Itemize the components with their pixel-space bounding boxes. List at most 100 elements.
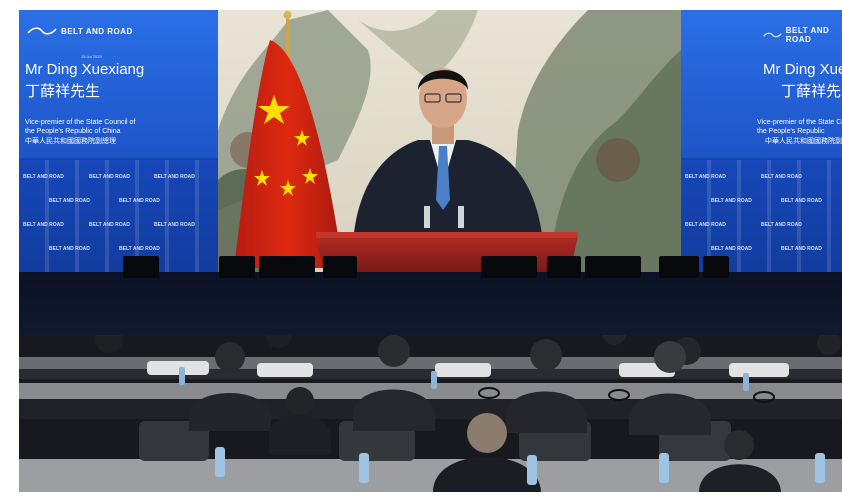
headset-icon bbox=[753, 391, 775, 403]
chair-back bbox=[729, 363, 789, 377]
attendee-body bbox=[699, 464, 781, 492]
attendee-head bbox=[724, 430, 754, 460]
right-logo-wall: BELT AND ROAD BELT AND ROAD BELT AND ROA… bbox=[681, 160, 842, 272]
wall-logo: BELT AND ROAD bbox=[89, 174, 130, 180]
attendee-body bbox=[505, 391, 587, 433]
distant-peak bbox=[358, 10, 478, 80]
wall-logo: BELT AND ROAD bbox=[23, 222, 64, 228]
right-speaker-title: Vice-premier of the State Council of the… bbox=[757, 118, 842, 136]
wall-logo: BELT AND ROAD bbox=[761, 222, 802, 228]
attendee-head bbox=[378, 335, 410, 367]
attendee-body bbox=[629, 393, 711, 435]
flag-big-star-icon bbox=[258, 95, 290, 124]
water-bottle bbox=[659, 453, 669, 483]
chair-back bbox=[257, 363, 313, 377]
confidence-monitor bbox=[585, 256, 641, 278]
audience-scene bbox=[19, 335, 842, 492]
left-panel-header bbox=[19, 10, 218, 158]
right-title-cn: 中華人民共和國國務院副總理 bbox=[765, 137, 842, 145]
wall-logo: BELT AND ROAD bbox=[49, 198, 90, 204]
attendee-body bbox=[433, 456, 541, 492]
flag-star-icon bbox=[254, 170, 270, 186]
audience-hall bbox=[19, 335, 842, 492]
flag-star-icon bbox=[280, 180, 296, 196]
wall-logo: BELT AND ROAD bbox=[781, 246, 822, 252]
attendee-body bbox=[189, 393, 271, 431]
photo-border-bottom bbox=[0, 492, 842, 499]
attendee-head bbox=[215, 342, 245, 372]
attendee-head bbox=[286, 387, 314, 415]
left-title-cn: 中華人民共和國國務院副總理 bbox=[25, 137, 116, 145]
confidence-monitor bbox=[219, 256, 255, 278]
glasses-icon bbox=[445, 93, 462, 103]
speaker-hair bbox=[418, 70, 468, 90]
confidence-monitor bbox=[481, 256, 537, 278]
left-title-line1: Vice-premier of the State Council of bbox=[25, 119, 136, 126]
water-bottle bbox=[431, 371, 437, 389]
belt-road-wave-icon bbox=[763, 32, 782, 38]
right-info-panel: BELT AND ROAD Mr Ding Xue 丁薛祥先 Vice-prem… bbox=[681, 10, 842, 272]
flag-star-icon bbox=[302, 168, 318, 184]
attendee-body bbox=[353, 389, 435, 431]
confidence-monitor bbox=[703, 256, 729, 278]
right-summit-logo: BELT AND ROAD bbox=[763, 26, 842, 44]
confidence-monitor bbox=[323, 256, 357, 278]
flag-finial bbox=[283, 11, 292, 19]
wall-logo: BELT AND ROAD bbox=[119, 198, 160, 204]
confidence-monitor bbox=[123, 256, 159, 278]
attendee-head bbox=[467, 413, 507, 453]
desk-front-back bbox=[19, 369, 842, 379]
headset-icon bbox=[478, 387, 500, 399]
photo-border-left bbox=[0, 0, 19, 499]
wall-logo: BELT AND ROAD bbox=[154, 174, 195, 180]
right-title-line2: the People's Republic bbox=[757, 128, 825, 135]
water-bottle bbox=[215, 447, 225, 477]
glasses-icon bbox=[424, 93, 441, 103]
wall-logo: BELT AND ROAD bbox=[711, 246, 752, 252]
wall-logo: BELT AND ROAD bbox=[685, 174, 726, 180]
attendee-head bbox=[530, 339, 562, 371]
water-bottle bbox=[743, 373, 749, 391]
left-title-line2: the People's Republic of China bbox=[25, 128, 121, 135]
confidence-monitor bbox=[259, 256, 315, 278]
autumn-tree bbox=[596, 138, 640, 182]
attendee-head bbox=[817, 335, 841, 355]
right-speaker-name: Mr Ding Xue bbox=[763, 61, 842, 78]
wall-logo: BELT AND ROAD bbox=[154, 222, 195, 228]
china-flag bbox=[234, 40, 343, 268]
wall-logo: BELT AND ROAD bbox=[685, 222, 726, 228]
left-logo-wall: BELT AND ROAD BELT AND ROAD BELT AND ROA… bbox=[19, 160, 218, 272]
wall-logo: BELT AND ROAD bbox=[761, 174, 802, 180]
left-logo-text: BELT AND ROAD bbox=[61, 26, 133, 36]
left-speaker-name-cn: 丁薛祥先生 bbox=[25, 82, 101, 100]
right-panel-header bbox=[681, 10, 842, 158]
flag-star-icon bbox=[294, 130, 310, 146]
speaker-face bbox=[419, 68, 467, 128]
chair-back bbox=[147, 361, 209, 375]
wall-logo: BELT AND ROAD bbox=[23, 174, 64, 180]
wall-logo: BELT AND ROAD bbox=[119, 246, 160, 252]
attendee-head bbox=[95, 335, 123, 353]
water-bottle bbox=[815, 453, 825, 483]
left-info-panel: BELT AND ROAD 15 Jul 2023 Mr Ding Xuexia… bbox=[19, 10, 218, 272]
wall-logo: BELT AND ROAD bbox=[781, 198, 822, 204]
right-speaker-name-cn: 丁薛祥先 bbox=[781, 82, 842, 100]
left-summit-logo: BELT AND ROAD bbox=[27, 26, 133, 36]
video-screen bbox=[218, 10, 681, 272]
wall-logo: BELT AND ROAD bbox=[49, 246, 90, 252]
headset-icon bbox=[608, 389, 630, 401]
water-glass bbox=[458, 206, 464, 228]
right-title-line1: Vice-premier of the State Council of bbox=[757, 119, 842, 126]
stage-floor bbox=[19, 272, 842, 342]
water-bottle bbox=[179, 367, 185, 385]
water-bottle bbox=[527, 455, 537, 485]
photo-border-top bbox=[0, 0, 842, 10]
left-speaker-name: Mr Ding Xuexiang bbox=[25, 61, 145, 78]
stage-monitors bbox=[19, 256, 842, 284]
attendee-head bbox=[266, 335, 292, 348]
desk-row-middle bbox=[19, 383, 842, 399]
left-logo-date: 15 Jul 2023 bbox=[81, 54, 102, 59]
confidence-monitor bbox=[547, 256, 581, 278]
attendee-body bbox=[269, 415, 331, 455]
